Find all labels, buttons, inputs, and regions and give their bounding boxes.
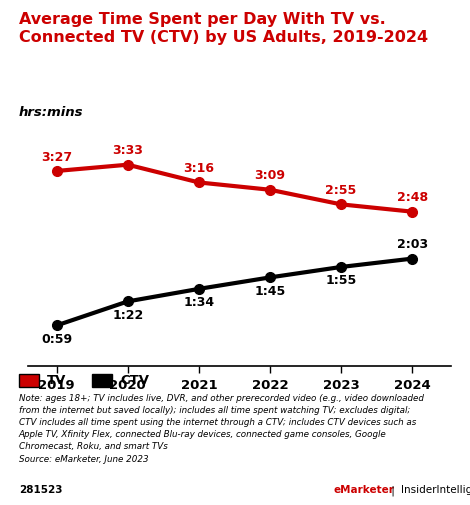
Text: 2:48: 2:48: [397, 191, 428, 205]
Text: 2:03: 2:03: [397, 238, 428, 251]
Text: 1:45: 1:45: [254, 285, 286, 298]
Text: |: |: [388, 485, 398, 495]
Text: 1:55: 1:55: [325, 274, 357, 287]
Text: CTV: CTV: [120, 374, 149, 387]
Text: 3:33: 3:33: [112, 144, 143, 158]
Text: TV: TV: [47, 374, 66, 387]
FancyBboxPatch shape: [19, 374, 39, 387]
Text: 3:09: 3:09: [254, 170, 285, 182]
Text: 2:55: 2:55: [325, 184, 357, 197]
Text: 0:59: 0:59: [41, 333, 72, 346]
Text: hrs:mins: hrs:mins: [19, 106, 83, 119]
Text: InsiderIntelligence.com: InsiderIntelligence.com: [401, 485, 470, 495]
Text: 1:34: 1:34: [183, 296, 214, 309]
Text: Average Time Spent per Day With TV vs.
Connected TV (CTV) by US Adults, 2019-202: Average Time Spent per Day With TV vs. C…: [19, 12, 428, 45]
Text: eMarketer: eMarketer: [334, 485, 394, 495]
Text: 281523: 281523: [19, 485, 63, 495]
Text: Note: ages 18+; TV includes live, DVR, and other prerecorded video (e.g., video : Note: ages 18+; TV includes live, DVR, a…: [19, 394, 423, 464]
Text: 1:22: 1:22: [112, 309, 143, 322]
Text: 3:16: 3:16: [183, 162, 214, 175]
FancyBboxPatch shape: [92, 374, 112, 387]
Text: 3:27: 3:27: [41, 150, 72, 164]
